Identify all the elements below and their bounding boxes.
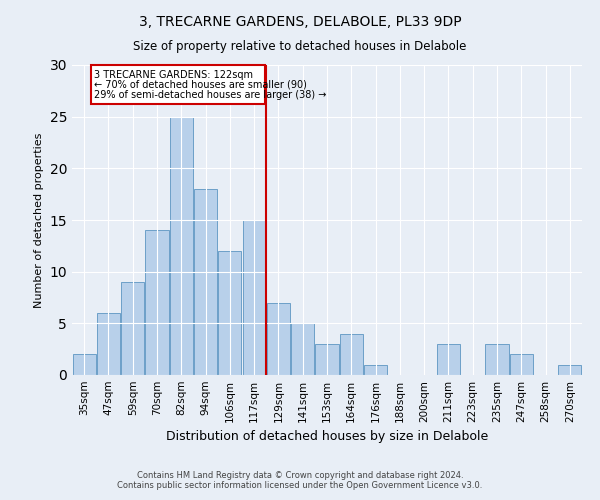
Bar (267, 302, 290, 375)
Text: Contains HM Land Registry data © Crown copyright and database right 2024.
Contai: Contains HM Land Registry data © Crown c… (118, 470, 482, 490)
Bar (218, 251, 241, 375)
FancyBboxPatch shape (91, 65, 265, 104)
Text: ← 70% of detached houses are smaller (90): ← 70% of detached houses are smaller (90… (94, 80, 307, 90)
Bar (316, 344, 338, 375)
X-axis label: Distribution of detached houses by size in Delabole: Distribution of detached houses by size … (166, 430, 488, 444)
Bar (194, 189, 217, 375)
Bar (170, 116, 193, 375)
Bar (291, 324, 314, 375)
Bar (73, 354, 95, 375)
Bar (97, 313, 120, 375)
Y-axis label: Number of detached properties: Number of detached properties (34, 132, 44, 308)
Bar (485, 344, 509, 375)
Bar (510, 354, 533, 375)
Text: Size of property relative to detached houses in Delabole: Size of property relative to detached ho… (133, 40, 467, 53)
Bar (437, 344, 460, 375)
Text: 29% of semi-detached houses are larger (38) →: 29% of semi-detached houses are larger (… (94, 90, 327, 101)
Bar (364, 364, 387, 375)
Text: 3 TRECARNE GARDENS: 122sqm: 3 TRECARNE GARDENS: 122sqm (94, 70, 253, 80)
Bar (242, 220, 266, 375)
Bar (121, 282, 144, 375)
Text: 3, TRECARNE GARDENS, DELABOLE, PL33 9DP: 3, TRECARNE GARDENS, DELABOLE, PL33 9DP (139, 15, 461, 29)
Bar (145, 230, 169, 375)
Bar (340, 334, 363, 375)
Bar (559, 364, 581, 375)
